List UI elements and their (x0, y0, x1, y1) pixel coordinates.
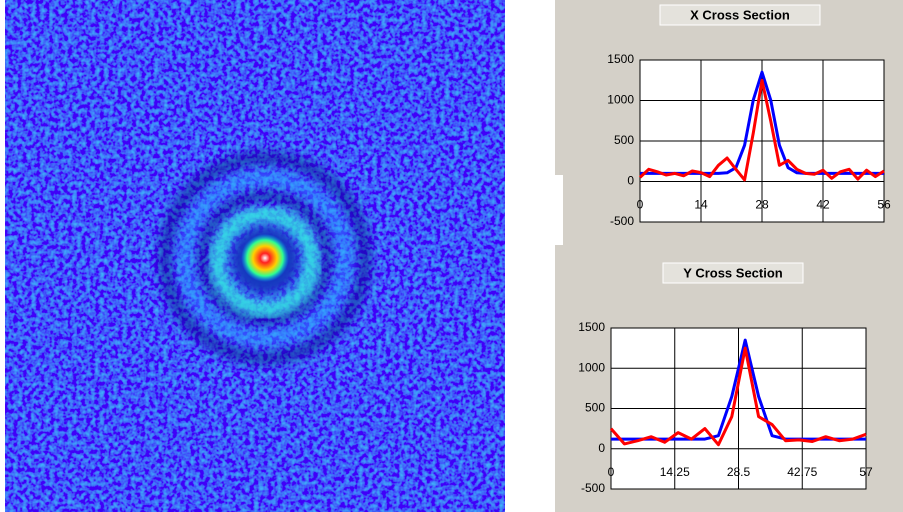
y-tick-label: 1000 (607, 93, 634, 107)
chart-title: Y Cross Section (683, 265, 783, 280)
y-tick-label: 1500 (578, 320, 605, 334)
y-tick-label: 1500 (607, 52, 634, 66)
y-tick-label: 500 (585, 401, 605, 415)
series-line (609, 346, 867, 447)
y-tick-label: 500 (614, 133, 634, 147)
panel-edge (555, 175, 563, 245)
y-tick-label: -500 (581, 481, 605, 495)
y-tick-label: 0 (627, 174, 634, 188)
y-tick-label: 0 (598, 441, 605, 455)
series-line (638, 78, 885, 182)
title-box (659, 4, 821, 26)
beam-image (5, 0, 505, 512)
series-line (640, 70, 884, 175)
y-tick-label: 1000 (578, 360, 605, 374)
title-box (662, 262, 804, 284)
chart-title: X Cross Section (690, 7, 790, 22)
y-tick-label: -500 (610, 214, 634, 228)
